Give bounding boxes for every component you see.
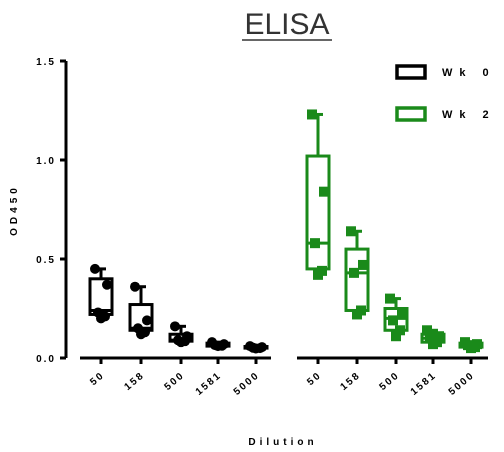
y-axis-label: OD450 [9,184,20,236]
box [305,154,331,271]
data-point [346,226,356,237]
data-point [102,279,112,290]
x-tick-label: 158 [122,370,146,393]
data-point [136,329,146,340]
x-tick-label: 50 [305,370,324,388]
data-point [385,293,395,304]
x-tick-label: 158 [338,370,362,393]
y-tick-label: 0.5 [36,255,56,266]
x-tick-label: 1581 [194,370,224,398]
data-point [395,325,405,336]
y-tick-label: 0.0 [36,354,56,365]
legend: Wk 0 Wk 2 [395,64,496,122]
data-point [170,321,180,332]
x-tick-label: 50 [88,370,107,388]
data-point [397,307,407,318]
data-point [310,238,320,249]
chart-title: ELISA [244,8,329,41]
y-tick-label: 1.5 [36,57,56,68]
data-point [425,333,435,344]
data-point [251,343,261,354]
x-tick-label: 500 [162,370,186,393]
data-point [313,269,323,280]
data-point [142,315,152,326]
data-point [352,309,362,320]
data-point [176,337,186,348]
x-tick-label: 5000 [232,370,262,398]
data-point [391,331,401,342]
data-point [349,267,359,278]
data-point [388,315,398,326]
legend-symbol-0 [395,64,427,80]
y-tick-label: 1.0 [36,156,56,167]
x-tick-label: 5000 [447,370,477,398]
data-point [307,109,317,120]
x-tick-label: 1581 [409,370,439,398]
data-point [90,263,100,274]
data-point [422,325,432,336]
data-point [213,341,223,352]
legend-label-1: Wk 2 [442,109,496,121]
legend-symbol-1 [395,106,427,122]
legend-label-0: Wk 0 [442,67,496,79]
data-point [130,281,140,292]
chart-marks [88,109,484,354]
data-point [96,313,106,324]
x-axis-label: Dilution [248,437,317,448]
data-point [319,186,329,197]
data-point [358,259,368,270]
data-point [428,339,438,350]
data-point [466,343,476,354]
x-tick-label: 500 [377,370,401,393]
box [344,247,370,312]
data-point [434,331,444,342]
